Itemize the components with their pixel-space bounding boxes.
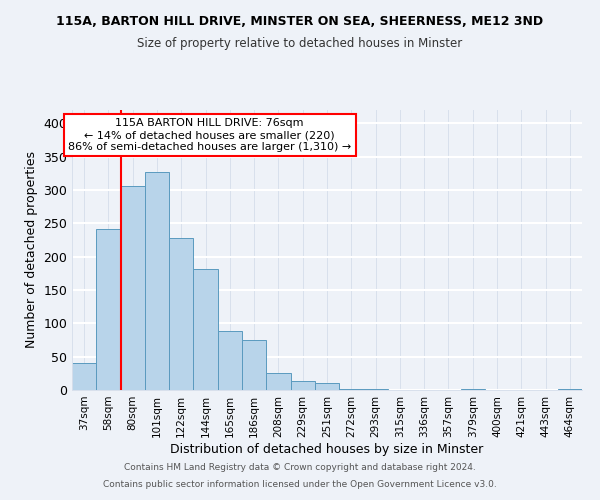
Bar	[242, 340, 266, 390]
Bar	[193, 270, 218, 390]
Bar	[121, 186, 145, 390]
Bar	[339, 388, 364, 390]
Bar	[558, 388, 582, 390]
Bar	[96, 228, 121, 390]
Text: 115A, BARTON HILL DRIVE, MINSTER ON SEA, SHEERNESS, ME12 3ND: 115A, BARTON HILL DRIVE, MINSTER ON SEA,…	[56, 15, 544, 28]
Bar	[315, 384, 339, 390]
X-axis label: Distribution of detached houses by size in Minster: Distribution of detached houses by size …	[170, 442, 484, 456]
Bar	[72, 362, 96, 390]
Bar	[266, 372, 290, 390]
Text: Contains HM Land Registry data © Crown copyright and database right 2024.: Contains HM Land Registry data © Crown c…	[124, 464, 476, 472]
Bar	[290, 380, 315, 390]
Text: 115A BARTON HILL DRIVE: 76sqm
← 14% of detached houses are smaller (220)
86% of : 115A BARTON HILL DRIVE: 76sqm ← 14% of d…	[68, 118, 352, 152]
Y-axis label: Number of detached properties: Number of detached properties	[25, 152, 38, 348]
Bar	[218, 332, 242, 390]
Bar	[145, 172, 169, 390]
Bar	[169, 238, 193, 390]
Text: Contains public sector information licensed under the Open Government Licence v3: Contains public sector information licen…	[103, 480, 497, 489]
Text: Size of property relative to detached houses in Minster: Size of property relative to detached ho…	[137, 38, 463, 51]
